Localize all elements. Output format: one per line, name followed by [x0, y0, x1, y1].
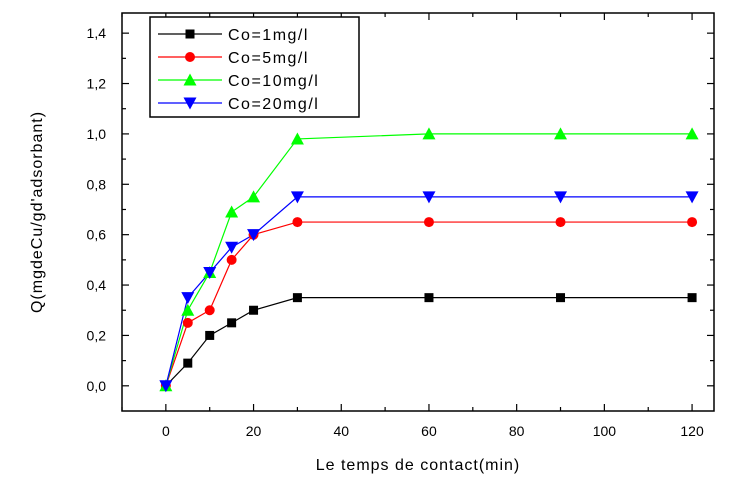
- data-point: [685, 127, 699, 140]
- y-tick-label: 1,2: [87, 76, 107, 92]
- legend-items: Co=1mg/l Co=5mg/l Co=10mg/l Co=20mg/l: [158, 27, 319, 113]
- y-tick-label: 0,6: [87, 227, 107, 243]
- data-point: [203, 266, 217, 279]
- legend-label: Co=5mg/l: [228, 50, 309, 67]
- data-point: [247, 190, 261, 203]
- x-tick-label: 40: [333, 423, 349, 439]
- data-point: [247, 229, 261, 242]
- data-point: [687, 217, 698, 228]
- data-point: [292, 217, 303, 228]
- data-point: [181, 292, 195, 305]
- data-point: [225, 205, 239, 218]
- y-tick-label: 1,0: [87, 126, 107, 142]
- data-point: [226, 254, 237, 265]
- series-line: [165, 221, 693, 387]
- data-point: [685, 191, 699, 204]
- legend: Co=1mg/l Co=5mg/l Co=10mg/l Co=20mg/l: [149, 16, 360, 118]
- data-point: [204, 305, 215, 316]
- axis-ticks: 0 20 40 60 80 100 120 0,0 0,2 0,4 0,6 0,8 1,0 1,2 1,4: [87, 13, 714, 439]
- x-tick-label: 60: [421, 423, 437, 439]
- x-tick-label: 120: [680, 423, 704, 439]
- y-axis-title: Q(mgdeCu/gd'adsorbant): [29, 111, 46, 313]
- data-point: [554, 127, 568, 140]
- data-point: [687, 293, 697, 303]
- data-point: [249, 305, 259, 315]
- x-tick-label: 20: [246, 423, 262, 439]
- data-point: [205, 330, 215, 340]
- data-point: [159, 380, 173, 393]
- y-tick-label: 0,4: [87, 277, 107, 293]
- series-lines: [165, 133, 693, 387]
- data-point: [422, 191, 436, 204]
- y-tick-label: 0,2: [87, 327, 107, 343]
- data-point: [292, 293, 302, 303]
- data-point: [554, 191, 568, 204]
- legend-label: Co=20mg/l: [228, 96, 319, 113]
- legend-label: Co=1mg/l: [228, 27, 309, 44]
- data-point: [556, 293, 566, 303]
- y-tick-label: 0,0: [87, 378, 107, 394]
- legend-marker: [183, 73, 197, 86]
- y-tick-label: 0,8: [87, 176, 107, 192]
- series-line: [165, 133, 693, 386]
- legend-marker: [185, 52, 195, 62]
- data-point: [225, 241, 239, 254]
- data-point: [290, 191, 304, 204]
- data-point: [182, 317, 193, 328]
- legend-label: Co=10mg/l: [228, 73, 319, 90]
- y-tick-label: 1,4: [87, 25, 107, 41]
- data-point: [290, 132, 304, 145]
- data-point: [227, 318, 237, 328]
- data-point: [422, 127, 436, 140]
- data-point: [181, 303, 195, 316]
- plot-frame: [121, 12, 715, 412]
- x-tick-label: 0: [162, 423, 170, 439]
- legend-marker: [183, 97, 197, 110]
- data-point: [555, 217, 566, 228]
- x-axis-title: Le temps de contact(min): [316, 457, 521, 474]
- legend-marker: [185, 29, 195, 39]
- data-point: [424, 293, 434, 303]
- data-point: [183, 358, 193, 368]
- x-tick-label: 80: [509, 423, 525, 439]
- series-line: [165, 297, 693, 387]
- data-point: [423, 217, 434, 228]
- series-markers: [159, 127, 699, 393]
- x-tick-label: 100: [593, 423, 617, 439]
